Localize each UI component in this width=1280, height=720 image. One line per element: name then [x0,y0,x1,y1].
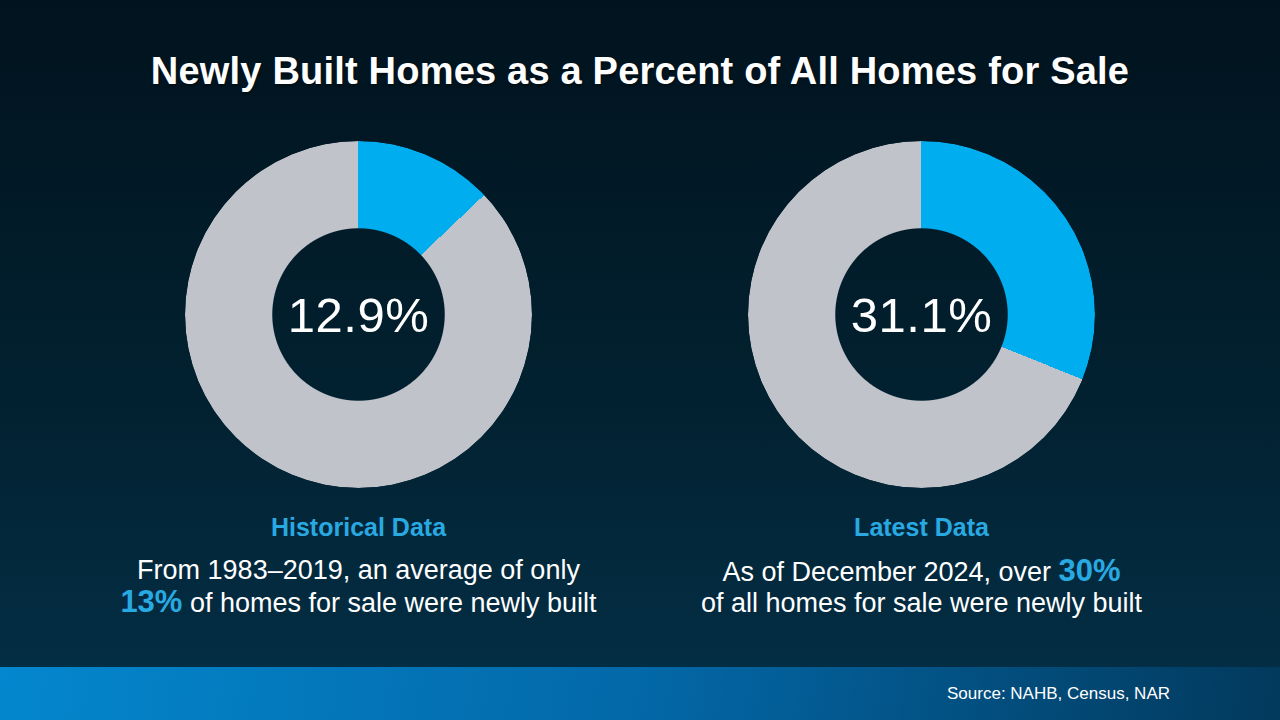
source-attribution: Source: NAHB, Census, NAR [947,684,1170,704]
footer-bar: Source: NAHB, Census, NAR [0,667,1280,720]
highlight-text: 13% [120,584,182,619]
panel-heading-historical: Historical Data [271,513,446,542]
description-line: 13% of homes for sale were newly built [120,586,596,619]
panel-heading-latest: Latest Data [854,513,989,542]
slide-background: Newly Built Homes as a Percent of All Ho… [0,0,1280,720]
donut-chart-historical-wrap: 12.9% [185,141,532,488]
description-line: From 1983–2019, an average of only [120,555,596,586]
panel-historical: 12.9% Historical Data From 1983–2019, an… [77,141,640,619]
body-text: of homes for sale were newly built [182,588,596,618]
donut-chart-latest-wrap: 31.1% [748,141,1095,488]
donut-center-value-latest: 31.1% [748,141,1095,488]
description-line: of all homes for sale were newly built [701,588,1142,619]
body-text: of all homes for sale were newly built [701,588,1142,618]
page-title: Newly Built Homes as a Percent of All Ho… [0,50,1280,93]
body-text: From 1983–2019, an average of only [137,555,580,585]
panel-description-historical: From 1983–2019, an average of only13% of… [120,555,596,619]
donut-center-value-historical: 12.9% [185,141,532,488]
chart-columns: 12.9% Historical Data From 1983–2019, an… [77,141,1203,619]
highlight-text: 30% [1059,553,1121,588]
panel-description-latest: As of December 2024, over 30%of all home… [701,555,1142,619]
body-text: As of December 2024, over [722,557,1058,587]
description-line: As of December 2024, over 30% [701,555,1142,588]
panel-latest: 31.1% Latest Data As of December 2024, o… [640,141,1203,619]
